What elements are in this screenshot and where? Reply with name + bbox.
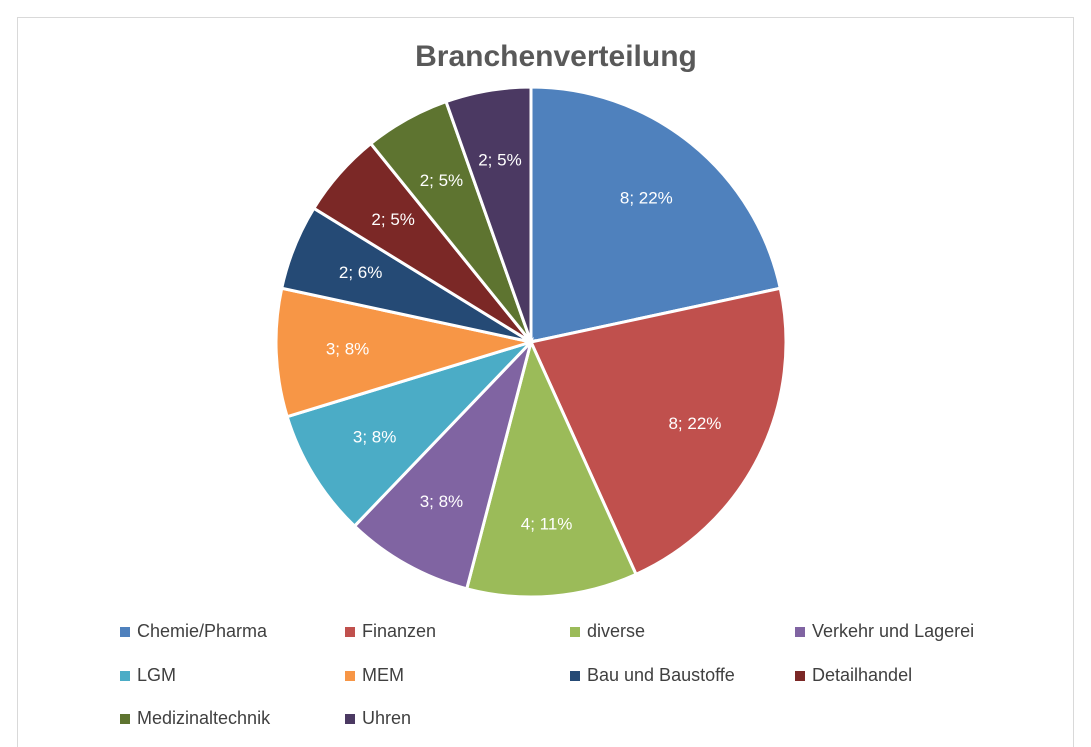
data-label: 2; 6% bbox=[339, 263, 382, 282]
pie-slice bbox=[444, 85, 533, 343]
legend-label: Verkehr und Lagerei bbox=[812, 621, 974, 641]
pie-slice bbox=[529, 85, 783, 344]
data-label: 2; 5% bbox=[371, 210, 414, 229]
data-label: 8; 22% bbox=[668, 414, 721, 433]
data-label: 3; 8% bbox=[353, 428, 396, 447]
data-label: 4; 11% bbox=[521, 514, 573, 533]
pie-slice bbox=[528, 286, 788, 577]
legend-swatch bbox=[120, 714, 130, 724]
data-label: 2; 5% bbox=[478, 151, 521, 170]
legend-label: Uhren bbox=[362, 708, 411, 728]
data-label: 2; 5% bbox=[420, 171, 463, 190]
legend-label: Bau und Baustoffe bbox=[587, 665, 735, 685]
legend-label: Chemie/Pharma bbox=[137, 621, 268, 641]
legend-swatch bbox=[345, 671, 355, 681]
pie-slice bbox=[285, 338, 537, 529]
legend-label: Finanzen bbox=[362, 621, 436, 641]
legend-swatch bbox=[120, 671, 130, 681]
legend-swatch bbox=[345, 627, 355, 637]
legend-label: MEM bbox=[362, 665, 404, 685]
legend-swatch bbox=[120, 627, 130, 637]
data-label: 8; 22% bbox=[620, 189, 673, 208]
pie-slice bbox=[274, 286, 537, 419]
legend-label: Medizinaltechnik bbox=[137, 708, 271, 728]
pie-slice bbox=[464, 337, 639, 599]
legend-label: diverse bbox=[587, 621, 645, 641]
legend-swatch bbox=[570, 671, 580, 681]
legend-swatch bbox=[795, 671, 805, 681]
data-label: 3; 8% bbox=[326, 339, 369, 358]
chart-title: Branchenverteilung bbox=[415, 40, 697, 73]
legend-swatch bbox=[345, 714, 355, 724]
legend-swatch bbox=[795, 627, 805, 637]
pie-slice bbox=[352, 336, 534, 591]
legend-swatch bbox=[570, 627, 580, 637]
legend-label: LGM bbox=[137, 665, 176, 685]
legend-label: Detailhandel bbox=[812, 665, 912, 685]
data-label: 3; 8% bbox=[420, 492, 463, 511]
